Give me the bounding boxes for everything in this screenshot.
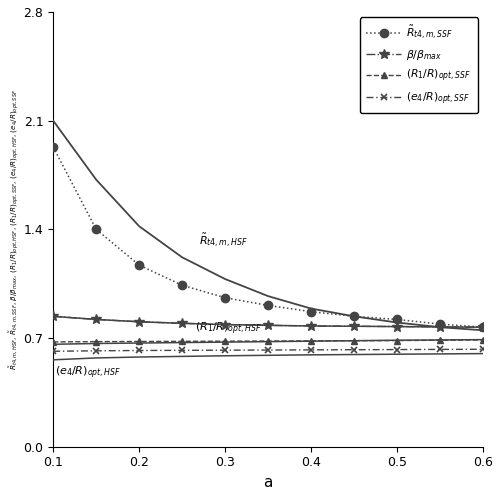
Text: $\tilde{R}_{t4,m,HSF}$: $\tilde{R}_{t4,m,HSF}$ [200, 231, 248, 249]
Text: $(R_1/R)_{opt,HSF}$: $(R_1/R)_{opt,HSF}$ [195, 321, 262, 337]
Legend: $\tilde{R}_{t4,m,SSF}$, $\beta/\beta_{max}$, $(R_1/R)_{opt,SSF}$, $(e_4/R)_{opt,: $\tilde{R}_{t4,m,SSF}$, $\beta/\beta_{ma… [360, 17, 478, 113]
Y-axis label: $\tilde{R}_{t4,m,HSF}$, $\tilde{R}_{t4,m,SSF}$, $\beta/\beta_{max}$, $(R_1/R)_{o: $\tilde{R}_{t4,m,HSF}$, $\tilde{R}_{t4,m… [7, 89, 20, 370]
Text: $(e_4/R)_{opt,HSF}$: $(e_4/R)_{opt,HSF}$ [55, 365, 121, 381]
X-axis label: a: a [264, 475, 273, 490]
